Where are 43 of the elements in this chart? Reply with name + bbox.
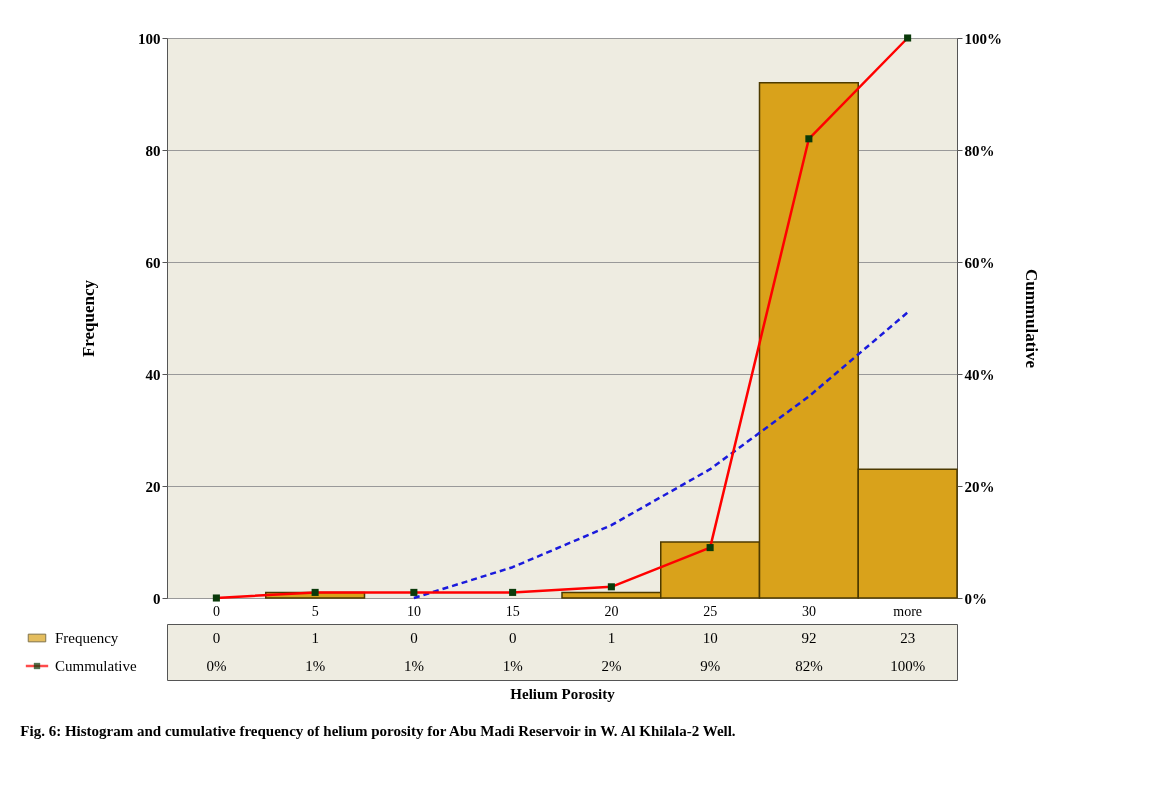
y-tick-label: 40 <box>145 366 161 383</box>
data-label: 23 <box>900 630 916 646</box>
legend-label: Frequency <box>55 630 119 646</box>
data-label: 9% <box>700 658 721 674</box>
x-tick-label: 0 <box>212 603 220 619</box>
y-tick-label: 80 <box>145 142 161 159</box>
data-label: 92 <box>801 630 817 646</box>
data-label: 1 <box>311 630 319 646</box>
caption: Fig. 6: Histogram and cumulative frequency of helium porosity for Abu Madi Reservoir in W. Al Khilala-2 Well. <box>20 722 736 739</box>
data-label: 1% <box>502 658 523 674</box>
y2-tick-label: 60% <box>964 254 995 271</box>
x-tick-label: 30 <box>801 603 816 619</box>
data-label: 1 <box>607 630 616 646</box>
data-label: 82% <box>795 658 823 674</box>
x-tick-label: 25 <box>703 603 718 619</box>
y2-axis-title: Cummulative <box>1022 268 1041 369</box>
y2-tick-label: 80% <box>964 142 995 159</box>
data-label: 0 <box>410 630 418 646</box>
x-tick-label: 10 <box>406 603 421 619</box>
data-label: 0 <box>212 630 221 646</box>
line-series <box>412 311 909 600</box>
data-label: 10 <box>702 630 718 646</box>
y-tick-label: 100 <box>138 30 161 47</box>
y2-tick-label: 20% <box>964 478 995 495</box>
data-label: 1% <box>403 658 424 674</box>
x-tick-label: 15 <box>505 603 520 619</box>
y2-tick-label: 40% <box>964 366 995 383</box>
y-tick-label: 60 <box>145 254 161 271</box>
y2-tick-label: 100% <box>964 30 1002 47</box>
data-label: 0% <box>206 658 227 674</box>
x-tick-label: 20 <box>604 603 619 619</box>
data-label: 0 <box>508 630 517 646</box>
legend-label: Cummulative <box>55 658 137 674</box>
y-tick-label: 20 <box>145 478 161 495</box>
x-tick-label: more <box>893 603 923 619</box>
data-label: 2% <box>601 658 622 674</box>
y-tick-label: 0 <box>153 590 161 607</box>
data-label: 1% <box>305 658 326 674</box>
x-tick-label: 5 <box>311 603 319 619</box>
y-axis-title: Frequency <box>79 279 98 358</box>
data-label: 100% <box>890 658 926 674</box>
y2-tick-label: 0% <box>964 590 987 607</box>
x-axis-title: Helium Porosity <box>510 685 616 702</box>
